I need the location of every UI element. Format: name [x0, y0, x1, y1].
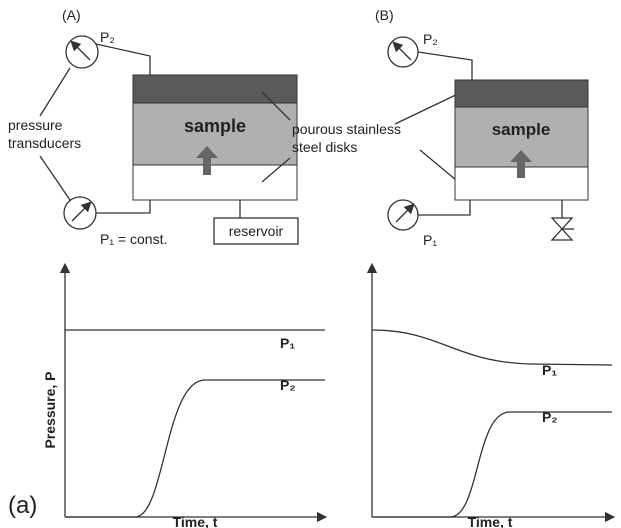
p1-label: P₁ — [542, 362, 557, 378]
transducers-label: transducers — [8, 135, 81, 151]
disks-label: pourous stainless — [292, 121, 401, 137]
p2-label: P₂ — [280, 377, 296, 393]
p1-label: P₁ — [423, 232, 437, 248]
pipe — [95, 43, 151, 75]
gauge-needle — [70, 40, 91, 61]
gauge-needle — [71, 201, 92, 222]
panel-a: (A) P₂ sample pressure transducers P₁ = … — [8, 7, 463, 247]
disks-label: steel disks — [292, 139, 357, 155]
reservoir-label: reservoir — [229, 223, 284, 239]
p1-label: P₁ — [280, 335, 295, 351]
x-axis-label: Time, t — [173, 514, 218, 528]
plot-right: P₁ P₂ Time, t — [366, 262, 616, 528]
pointer — [394, 91, 463, 125]
pipe — [417, 51, 473, 80]
figure-label: (a) — [8, 492, 37, 519]
x-axis-label: Time, t — [468, 514, 513, 528]
pointer — [39, 155, 71, 201]
p2-label: P₂ — [542, 409, 558, 425]
p2-label: P₂ — [100, 29, 115, 45]
pointer — [261, 157, 291, 183]
gauge-needle — [395, 203, 415, 223]
sample-label: sample — [492, 120, 551, 139]
steel-disk — [454, 79, 589, 108]
plot-left: P₁ P₂ Pressure, P Time, t (a) — [8, 262, 328, 528]
panel-b: (B) P₂ sample P₁ — [375, 7, 589, 248]
reservoir-box — [213, 217, 299, 245]
pointer — [39, 67, 71, 117]
p2-label: P₂ — [423, 31, 438, 47]
gauge-needle — [392, 41, 412, 61]
p2-curve — [65, 379, 325, 518]
gauge — [65, 35, 99, 69]
flow-arrow — [510, 150, 532, 178]
p2-curve — [372, 411, 612, 518]
y-axis-label: Pressure, P — [42, 371, 58, 448]
transducers-label: pressure — [8, 117, 63, 133]
pipe — [96, 200, 151, 214]
panel-label: (B) — [375, 7, 394, 23]
valve — [550, 217, 574, 241]
pointer — [261, 91, 291, 121]
p1-label: P₁ = const. — [100, 231, 167, 247]
pipe — [418, 200, 471, 216]
steel-disk — [132, 74, 298, 104]
flow-arrow — [196, 146, 218, 175]
p1-curve — [371, 329, 613, 366]
sample-label: sample — [184, 116, 246, 136]
panel-label: (A) — [62, 7, 81, 23]
steel-disk — [132, 164, 298, 201]
